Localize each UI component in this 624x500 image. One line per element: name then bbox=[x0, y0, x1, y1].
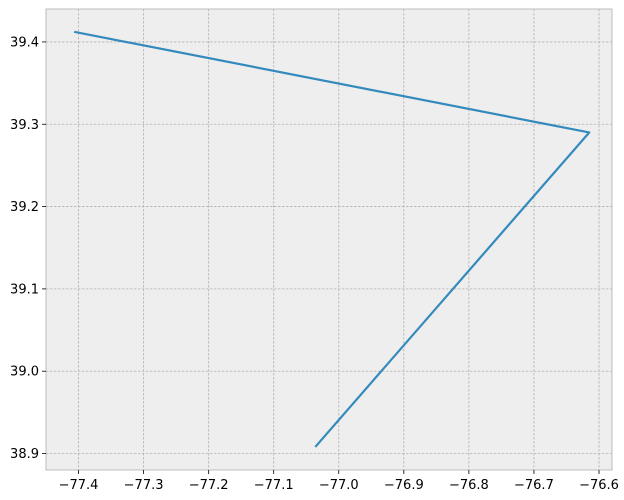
plot-frame bbox=[45, 8, 613, 471]
x-tick-label: −77.1 bbox=[254, 478, 294, 493]
y-tick-label: 39.1 bbox=[10, 282, 39, 297]
x-tick-label: −76.9 bbox=[384, 478, 424, 493]
y-tick-label: 39.0 bbox=[10, 365, 39, 380]
y-tick-label: 39.2 bbox=[10, 200, 39, 215]
x-axis-ticks: −77.4 −77.3 −77.2 −77.1 −77.0 −76.9 −76.8 −76.7… bbox=[59, 470, 619, 493]
x-tick-label: −77.3 bbox=[124, 478, 164, 493]
x-tick-label: −76.8 bbox=[449, 478, 489, 493]
y-tick-label: 39.4 bbox=[10, 35, 39, 50]
x-tick-label: −77.0 bbox=[319, 478, 359, 493]
y-tick-label: 38.9 bbox=[10, 447, 39, 462]
grid-lines bbox=[46, 9, 612, 470]
x-tick-label: −76.7 bbox=[514, 478, 554, 493]
plot-background bbox=[46, 9, 612, 470]
x-tick-label: −77.2 bbox=[189, 478, 229, 493]
y-axis-ticks: 38.9 39.0 39.1 39.2 39.3 39.4 bbox=[10, 35, 46, 462]
x-tick-label: −77.4 bbox=[59, 478, 99, 493]
data-series bbox=[73, 30, 591, 448]
x-tick-label: −76.6 bbox=[579, 478, 619, 493]
y-tick-label: 39.3 bbox=[10, 118, 39, 133]
series-line bbox=[73, 30, 591, 448]
